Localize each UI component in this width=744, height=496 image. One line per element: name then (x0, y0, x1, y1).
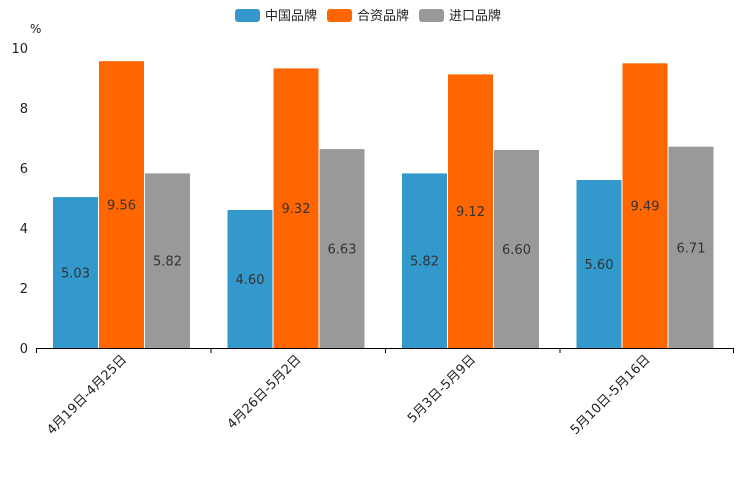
bar (402, 173, 447, 348)
data-label: 6.63 (328, 243, 357, 258)
data-label: 5.60 (585, 258, 614, 273)
x-tick-label: 4月26日-5月2日 (225, 352, 305, 432)
y-axis: 0 2 4 6 8 10 (11, 42, 28, 357)
legend-swatch (419, 9, 444, 22)
y-tick-label: 2 (20, 282, 28, 297)
bar (53, 197, 98, 348)
legend-label: 进口品牌 (449, 8, 501, 24)
legend-item: 中国品牌 (235, 8, 317, 24)
legend-label: 中国品牌 (265, 8, 317, 24)
y-tick-label: 0 (20, 342, 28, 357)
bar-group: 5.03 9.56 5.82 (53, 61, 190, 348)
data-label: 4.60 (236, 273, 265, 288)
bar (145, 173, 190, 348)
data-label: 6.71 (677, 241, 706, 256)
data-label: 9.12 (456, 205, 485, 220)
bar (576, 180, 622, 348)
x-tick-label: 5月10日-5月16日 (568, 352, 654, 438)
bar (319, 149, 365, 348)
bar (273, 68, 319, 349)
data-label: 6.60 (502, 243, 531, 258)
bar (494, 150, 539, 348)
data-label: 9.56 (107, 199, 136, 214)
y-tick-label: 10 (11, 42, 28, 57)
data-label: 9.32 (282, 202, 311, 217)
legend-swatch (327, 9, 352, 22)
legend-item: 合资品牌 (327, 8, 409, 24)
bar (448, 74, 493, 349)
data-label: 5.82 (153, 255, 182, 270)
y-tick-label: 8 (20, 102, 28, 117)
y-tick-label: 6 (20, 162, 28, 177)
bar (99, 61, 144, 348)
plot-area: 5.03 9.56 5.82 4.60 9.32 6.63 5.82 9.12 6.60 5.60… (53, 61, 714, 349)
y-axis-unit-label: % (30, 22, 41, 36)
legend-item: 进口品牌 (419, 8, 501, 24)
bar (668, 146, 714, 348)
bar (622, 63, 668, 349)
y-tick-label: 4 (20, 222, 28, 237)
bar (227, 210, 273, 348)
x-axis: 4月19日-4月25日 4月26日-5月2日 5月3日-5月9日 5月10日-5月16… (36, 348, 734, 438)
legend-swatch (235, 9, 260, 22)
bar-group: 5.60 9.49 6.71 (576, 63, 714, 349)
x-tick-label: 5月3日-5月9日 (405, 352, 479, 426)
bar-group: 4.60 9.32 6.63 (227, 68, 365, 349)
legend: 中国品牌 合资品牌 进口品牌 (235, 8, 501, 24)
data-label: 5.82 (410, 255, 439, 270)
legend-label: 合资品牌 (357, 8, 409, 24)
data-label: 9.49 (631, 200, 660, 215)
bar-group: 5.82 9.12 6.60 (402, 74, 539, 349)
data-label: 5.03 (61, 267, 90, 282)
x-tick-label: 4月19日-4月25日 (44, 352, 130, 438)
